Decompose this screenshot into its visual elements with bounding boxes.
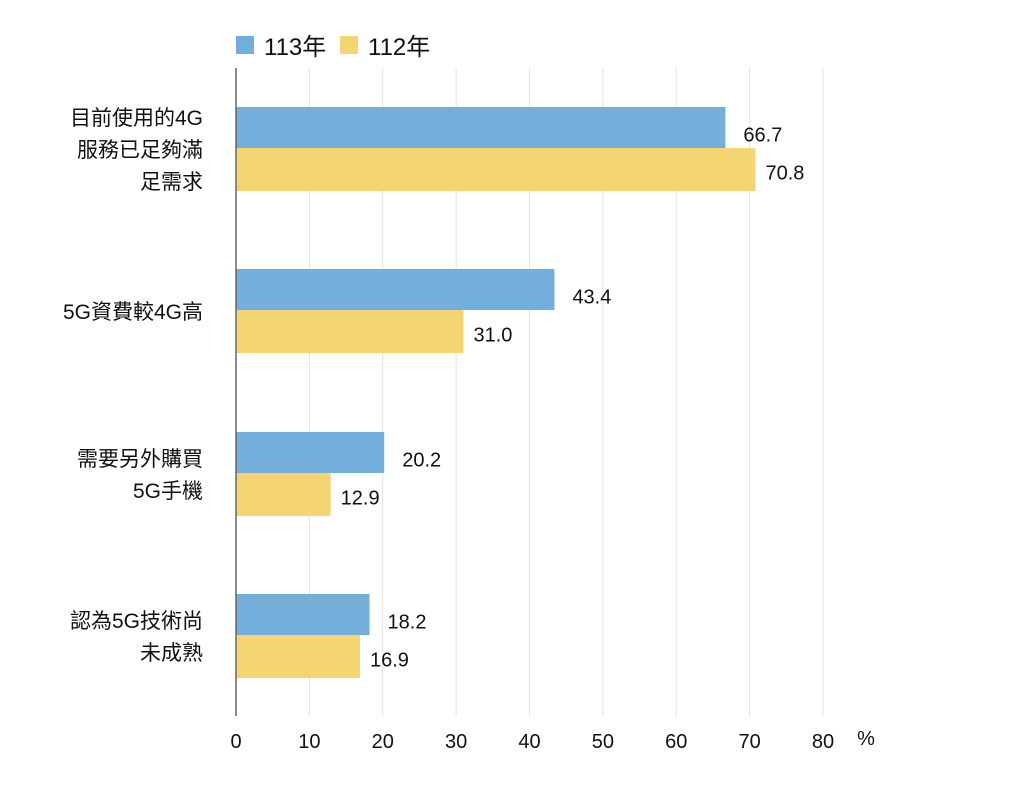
data-label: 20.2 (402, 450, 441, 472)
legend-label: 113年 (264, 34, 326, 61)
legend-swatch (236, 36, 254, 54)
category-label: 足需求 (140, 171, 203, 194)
x-tick-label: 40 (518, 731, 540, 753)
x-tick-label: 60 (665, 731, 687, 753)
data-label: 18.2 (388, 612, 427, 634)
legend-label: 112年 (368, 34, 430, 61)
data-label: 43.4 (572, 287, 611, 309)
bar-112 (236, 473, 331, 516)
data-label: 16.9 (370, 650, 409, 672)
category-label: 需要另外購買 (77, 448, 203, 471)
category-label: 未成熟 (140, 642, 203, 665)
bar-113 (236, 432, 385, 473)
x-tick-label: 20 (372, 731, 394, 753)
bar-113 (236, 269, 555, 310)
x-tick-label: 80 (812, 731, 834, 753)
x-tick-label: 0 (230, 731, 241, 753)
category-label: 服務已足夠滿 (77, 139, 203, 162)
bar-112 (236, 635, 361, 678)
category-label: 5G手機 (133, 480, 203, 503)
bar-113 (236, 594, 370, 635)
data-label: 70.8 (765, 163, 804, 185)
bar-112 (236, 310, 464, 353)
data-label: 12.9 (341, 488, 380, 510)
legend-swatch (340, 36, 358, 54)
x-tick-label: 30 (445, 731, 467, 753)
x-tick-label: 10 (298, 731, 320, 753)
x-unit-label: % (857, 728, 875, 750)
bar-113 (236, 107, 726, 148)
x-tick-label: 50 (592, 731, 614, 753)
x-tick-label: 70 (739, 731, 761, 753)
category-label: 目前使用的4G (70, 107, 203, 130)
data-label: 31.0 (473, 325, 512, 347)
data-label: 66.7 (743, 125, 782, 147)
category-label: 5G資費較4G高 (63, 301, 203, 324)
bar-112 (236, 148, 756, 191)
category-label: 認為5G技術尚 (70, 610, 203, 633)
